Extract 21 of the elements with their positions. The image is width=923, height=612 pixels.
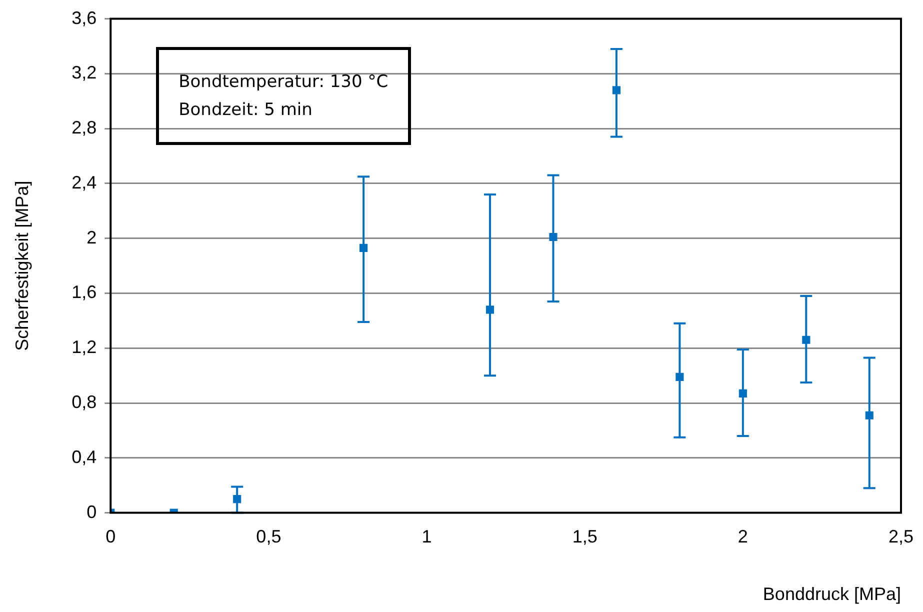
- y-tick-label: 1,2: [72, 337, 97, 358]
- y-tick-label: 0,8: [72, 392, 97, 412]
- x-tick-label: 1,5: [572, 526, 598, 547]
- y-tick-label: 3,6: [72, 8, 97, 28]
- annotation: Bondtemperatur: 130 °C: [178, 70, 388, 94]
- y-tick-label: 2,8: [72, 118, 97, 138]
- x-tick-label: 2: [738, 526, 748, 547]
- x-tick-label: 1: [422, 526, 432, 547]
- y-tick-label: 0: [86, 502, 97, 522]
- y-tick-label: 1,6: [72, 282, 97, 302]
- y-tick-label: 0,4: [72, 446, 97, 467]
- note-box: Bondtemperatur: 130 °C Bondzeit: 5 min: [156, 46, 412, 145]
- y-tick-label: 3,2: [72, 62, 97, 83]
- y-tick-label: 2: [86, 227, 97, 248]
- x-tick-label: 0,5: [256, 526, 282, 547]
- y-tick-label: 2,4: [72, 172, 97, 192]
- x-tick-label: 2,5: [888, 526, 914, 547]
- annotation: Bondzeit: 5 min: [178, 98, 314, 122]
- x-tick-label: 0: [106, 526, 116, 547]
- x-axis-title: Bonddruck [MPa]: [762, 584, 901, 604]
- y-axis-title: Scherfestigkeit [MPa]: [12, 180, 32, 351]
